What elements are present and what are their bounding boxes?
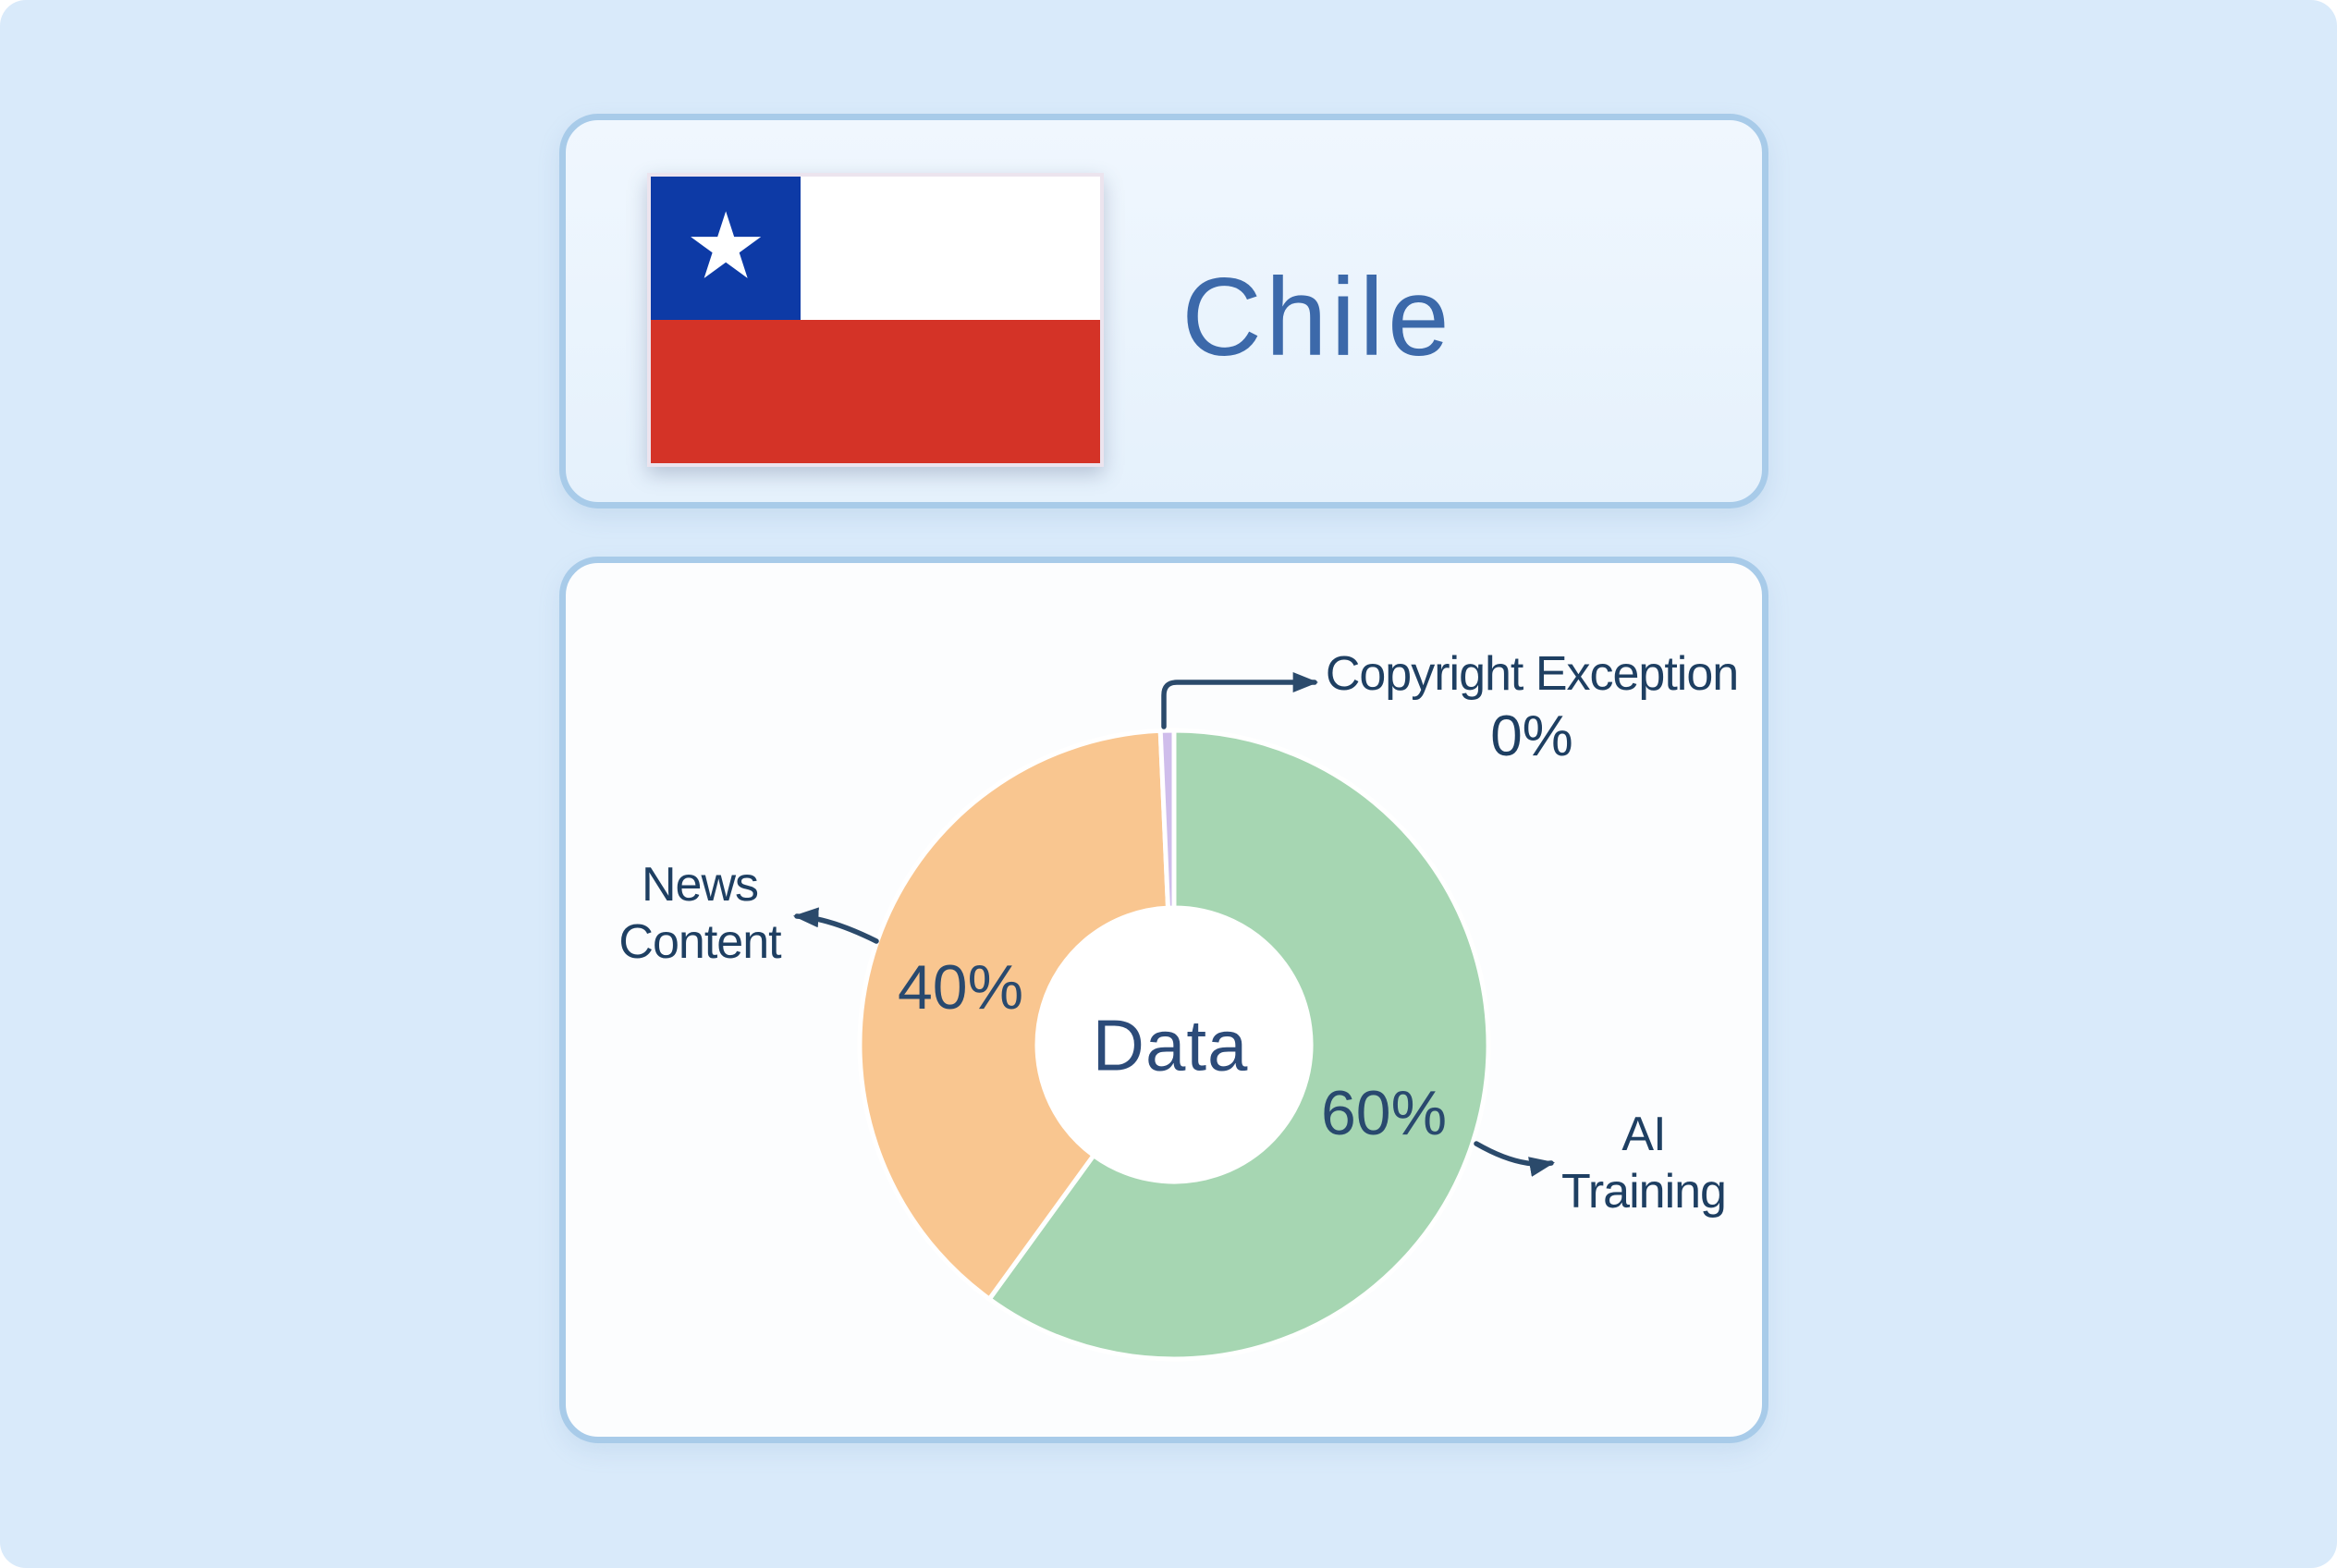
callout-copyright-label: Copyright Exception — [1325, 647, 1739, 701]
callout-copyright-pct: 0% — [1490, 704, 1573, 768]
flag-red-stripe — [651, 320, 1100, 463]
country-title: Chile — [1181, 255, 1453, 379]
donut-center-label: Data — [1092, 1004, 1249, 1086]
callout-news-content: News Content — [618, 856, 781, 971]
flag-top-half — [651, 177, 1100, 320]
callout-news-line2: Content — [618, 915, 781, 969]
country-card: Chile — [559, 114, 1768, 508]
chile-flag — [647, 173, 1104, 467]
callout-copyright-exception: Copyright Exception 0% — [1325, 645, 1739, 768]
callout-news-line1: News — [641, 858, 759, 912]
callout-ai-training: AI Training — [1561, 1106, 1727, 1220]
ai-training-pct-label: 60% — [1320, 1078, 1448, 1148]
flag-star — [691, 211, 762, 278]
flag-white-field — [801, 177, 1100, 320]
callout-ai-line2: Training — [1561, 1165, 1727, 1219]
callout-ai-line1: AI — [1621, 1108, 1666, 1161]
flag-canton — [651, 177, 801, 320]
news-content-pct-label: 40% — [897, 952, 1024, 1023]
flag-star-svg — [691, 211, 762, 278]
